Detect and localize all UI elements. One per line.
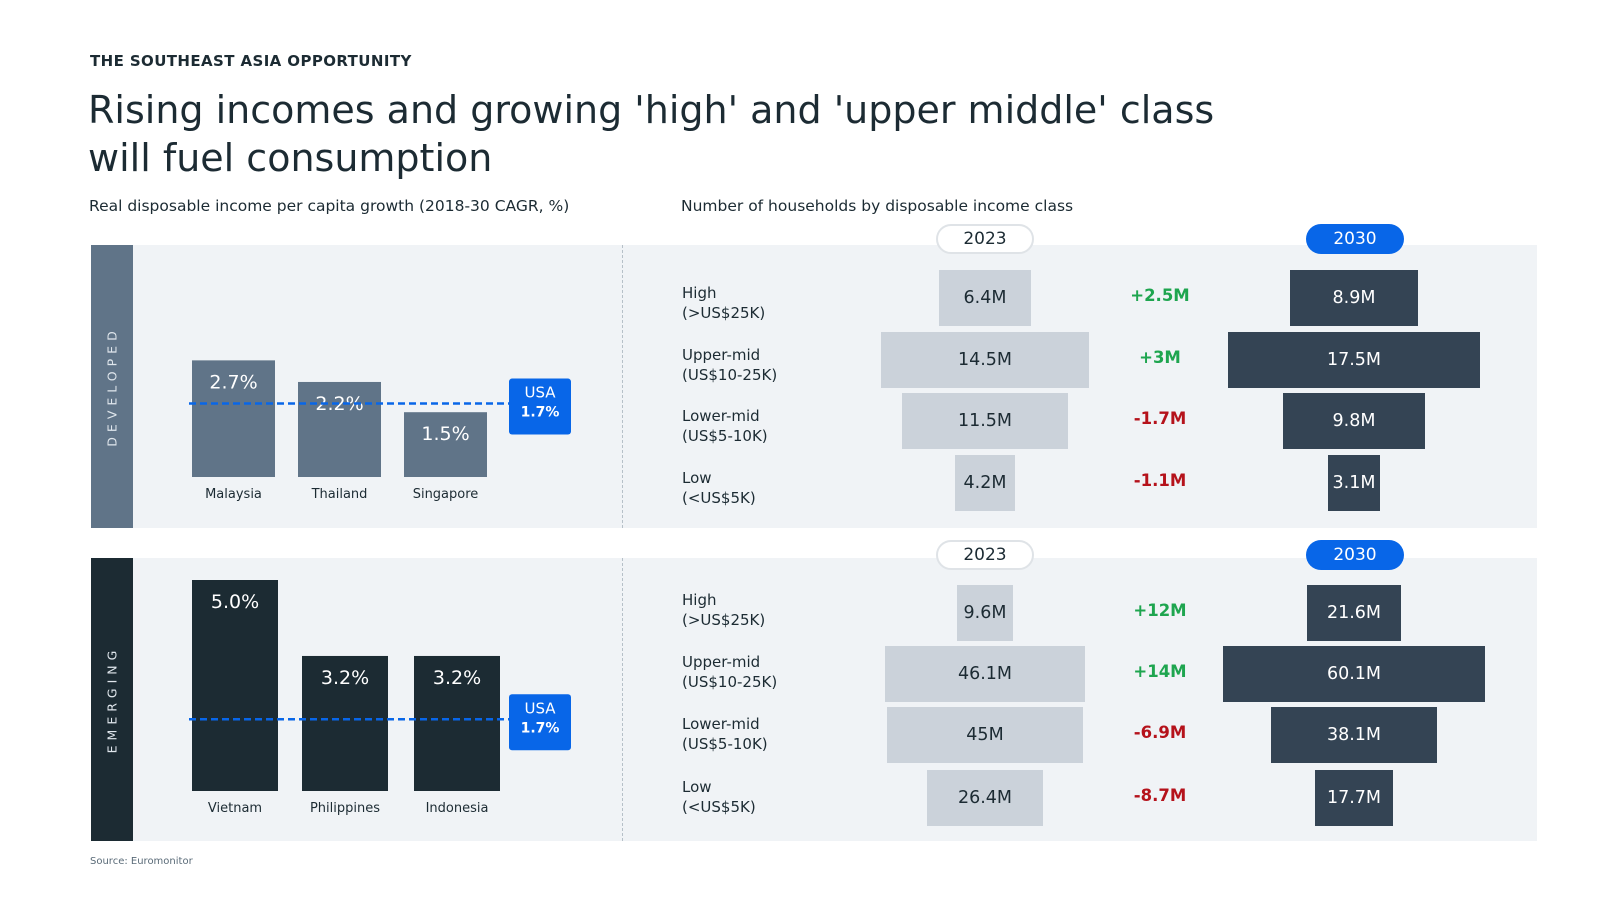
emerging-hh-2023-bar-high: 9.6M — [957, 585, 1013, 641]
usa-reference-badge — [509, 378, 571, 435]
cagr-value-label-philippines: 3.2% — [321, 667, 369, 689]
developed-year-2023-pill: 2023 — [936, 224, 1034, 254]
page-title: Rising incomes and growing 'high' and 'u… — [88, 86, 1288, 182]
cagr-bar-thailand — [298, 381, 381, 477]
cagr-category-label-malaysia: Malaysia — [205, 487, 262, 502]
developed-hh-2030-bar-high: 8.9M — [1289, 270, 1419, 326]
cagr-value-label-thailand: 2.2% — [315, 393, 363, 415]
usa-reference-name: USA — [524, 699, 556, 717]
emerging-hh-delta-upper-mid: +14M — [1133, 662, 1187, 681]
emerging-hh-delta-low: -8.7M — [1133, 786, 1187, 805]
developed-hh-delta-lower-mid: -1.7M — [1133, 409, 1187, 428]
developed-hh-2030-bar-upper-mid: 17.5M — [1228, 332, 1480, 388]
cagr-value-label-vietnam: 5.0% — [211, 591, 259, 613]
developed-row-label-high: High (>US$25K) — [682, 284, 766, 322]
cagr-bar-indonesia — [414, 655, 500, 791]
emerging-row-label-low: Low (<US$5K) — [682, 778, 756, 816]
emerging-label: EMERGING — [104, 645, 120, 754]
cagr-bar-malaysia — [192, 360, 275, 477]
emerging-hh-delta-lower-mid: -6.9M — [1133, 723, 1187, 742]
cagr-category-label-thailand: Thailand — [311, 487, 368, 502]
developed-row-label-upper-mid: Upper-mid (US$10-25K) — [682, 346, 778, 384]
cagr-bar-philippines — [302, 655, 388, 791]
emerging-year-2023-pill: 2023 — [936, 540, 1034, 570]
developed-hh-2023-bar-low: 4.2M — [954, 455, 1016, 511]
emerging-hh-2030-bar-high: 21.6M — [1306, 585, 1402, 641]
emerging-hh-2030-bar-upper-mid: 60.1M — [1223, 646, 1485, 702]
developed-band: DEVELOPED — [91, 245, 133, 528]
right-subtitle: Number of households by disposable incom… — [681, 197, 1074, 215]
cagr-bar-vietnam — [192, 580, 278, 791]
emerging-hh-delta-high: +12M — [1133, 601, 1187, 620]
emerging-band: EMERGING — [91, 558, 133, 841]
emerging-divider — [622, 558, 623, 841]
developed-year-2030-pill: 2030 — [1306, 224, 1404, 254]
emerging-hh-2023-bar-upper-mid: 46.1M — [884, 646, 1086, 702]
title-line-2: will fuel consumption — [88, 136, 493, 180]
emerging-year-2030-pill: 2030 — [1306, 540, 1404, 570]
emerging-row-label-lower-mid: Lower-mid (US$5-10K) — [682, 715, 768, 753]
developed-row-label-lower-mid: Lower-mid (US$5-10K) — [682, 407, 768, 445]
emerging-hh-2023-bar-low: 26.4M — [927, 770, 1043, 826]
usa-reference-value: 1.7% — [521, 720, 560, 736]
developed-hh-delta-low: -1.1M — [1133, 471, 1187, 490]
cagr-category-label-indonesia: Indonesia — [426, 801, 489, 816]
emerging-hh-2023-bar-lower-mid: 45M — [886, 707, 1084, 763]
developed-hh-delta-high: +2.5M — [1130, 286, 1190, 305]
developed-hh-2030-bar-lower-mid: 9.8M — [1283, 393, 1425, 449]
developed-label: DEVELOPED — [104, 326, 120, 447]
title-line-1: Rising incomes and growing 'high' and 'u… — [88, 88, 1215, 132]
source-note: Source: Euromonitor — [90, 856, 193, 867]
developed-hh-2030-bar-low: 3.1M — [1328, 455, 1380, 511]
left-subtitle: Real disposable income per capita growth… — [89, 197, 570, 215]
emerging-cagr-chart: 5.0% Vietnam 3.2% Philippines 3.2% Indonesia U… — [189, 580, 571, 816]
cagr-value-label-malaysia: 2.7% — [209, 371, 257, 393]
developed-hh-delta-upper-mid: +3M — [1139, 348, 1181, 367]
cagr-category-label-singapore: Singapore — [413, 487, 479, 502]
developed-row-label-low: Low (<US$5K) — [682, 469, 756, 507]
developed-cagr-chart: 2.7% Malaysia 2.2% Thailand 1.5% Singapore USA… — [189, 360, 571, 502]
developed-hh-2023-bar-upper-mid: 14.5M — [880, 332, 1090, 388]
cagr-bar-singapore — [404, 412, 487, 477]
developed-hh-2023-bar-lower-mid: 11.5M — [902, 393, 1068, 449]
cagr-category-label-vietnam: Vietnam — [208, 801, 262, 816]
cagr-value-label-singapore: 1.5% — [421, 423, 469, 445]
developed-hh-2023-bar-high: 6.4M — [938, 270, 1032, 326]
emerging-hh-2030-bar-lower-mid: 38.1M — [1270, 707, 1438, 763]
emerging-row-label-high: High (>US$25K) — [682, 591, 766, 629]
cagr-category-label-philippines: Philippines — [310, 801, 380, 816]
developed-divider — [622, 245, 623, 528]
eyebrow: THE SOUTHEAST ASIA OPPORTUNITY — [90, 52, 412, 70]
cagr-value-label-indonesia: 3.2% — [433, 667, 481, 689]
usa-reference-value: 1.7% — [521, 405, 560, 421]
usa-reference-badge — [509, 694, 571, 751]
usa-reference-name: USA — [524, 384, 556, 402]
emerging-hh-2030-bar-low: 17.7M — [1315, 770, 1393, 826]
emerging-row-label-upper-mid: Upper-mid (US$10-25K) — [682, 653, 778, 691]
